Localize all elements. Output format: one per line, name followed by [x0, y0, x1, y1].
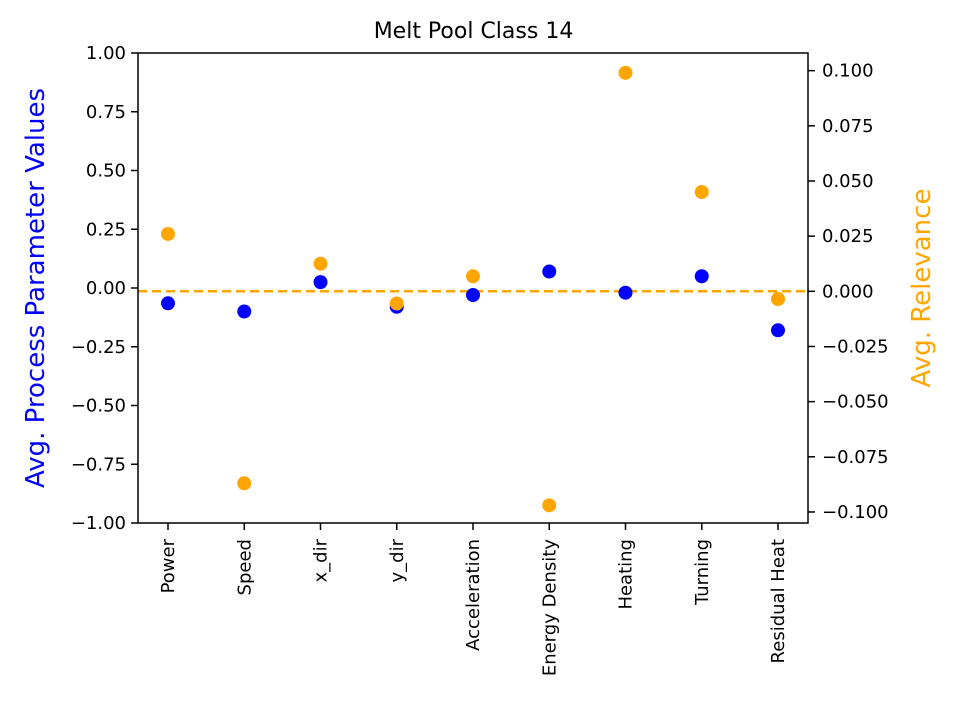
relevance-point — [542, 498, 557, 513]
parameter-point — [237, 304, 252, 319]
y2-tick-label: 0.025 — [822, 226, 874, 247]
y2-tick-label: 0.075 — [822, 116, 874, 137]
relevance-point — [771, 292, 785, 307]
y-tick-label: −1.00 — [71, 513, 126, 534]
y-axis-label: Avg. Process Parameter Values — [21, 88, 51, 488]
relevance-point — [161, 226, 175, 241]
y2-tick-label: 0.100 — [822, 61, 874, 82]
relevance-point — [237, 476, 252, 491]
y-tick-label: −0.50 — [71, 396, 126, 417]
y-tick-label: 0.25 — [86, 219, 126, 240]
y2-axis-label: Avg. Relevance — [907, 189, 937, 388]
y-tick-label: −0.75 — [71, 454, 126, 475]
x-tick-label: Energy Density — [539, 539, 560, 677]
y2-tick-label: −0.025 — [822, 336, 889, 357]
y2-tick-label: −0.075 — [822, 447, 889, 468]
y2-tick-label: 0.000 — [822, 281, 874, 302]
x-tick-label: Heating — [616, 539, 637, 610]
x-tick-label: Speed — [234, 539, 255, 595]
x-tick-label: Turning — [692, 539, 713, 606]
parameter-point — [618, 285, 633, 300]
x-tick-label: Power — [158, 538, 179, 593]
plot-area-frame — [137, 52, 809, 524]
relevance-point — [389, 296, 404, 311]
x-tick-label: Residual Heat — [768, 539, 789, 663]
parameter-point — [771, 323, 785, 338]
y2-tick-label: −0.050 — [822, 392, 889, 413]
y2-tick-label: 0.050 — [822, 171, 874, 192]
x-tick-label: Acceleration — [463, 539, 484, 651]
x-tick-label: y_dir — [387, 538, 408, 582]
y-tick-label: 0.00 — [86, 278, 126, 299]
y2-tick-label: −0.100 — [822, 502, 889, 523]
chart-title: Melt Pool Class 14 — [374, 19, 574, 44]
relevance-point — [694, 185, 709, 200]
parameter-point — [313, 275, 328, 290]
parameter-point — [161, 296, 175, 311]
parameter-point — [542, 264, 557, 279]
y-tick-label: 0.50 — [86, 161, 126, 182]
y-tick-label: −0.25 — [71, 337, 126, 358]
relevance-point — [466, 269, 480, 284]
parameter-point — [694, 269, 709, 284]
y-tick-label: 0.75 — [86, 102, 126, 123]
relevance-point — [313, 256, 328, 271]
x-tick-label: x_dir — [311, 538, 332, 582]
parameter-point — [466, 288, 480, 303]
y-tick-label: 1.00 — [86, 43, 126, 64]
relevance-point — [618, 65, 633, 80]
